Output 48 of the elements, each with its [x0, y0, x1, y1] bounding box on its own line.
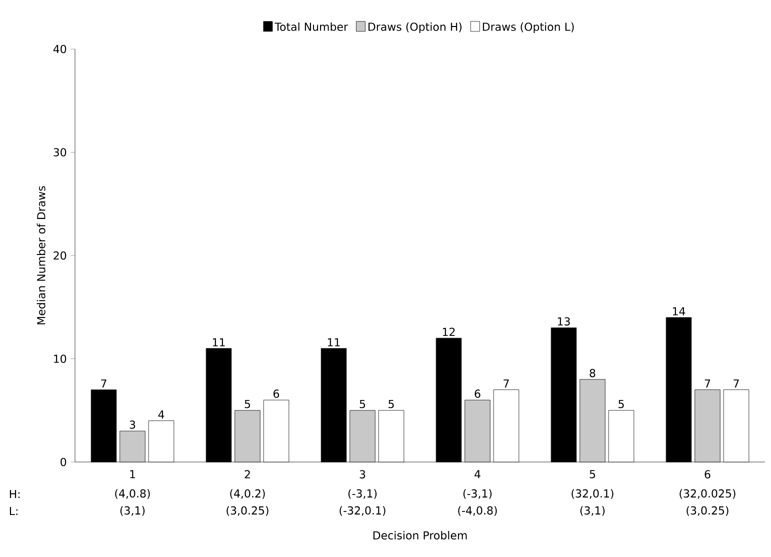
data-label: 6 [474, 390, 480, 398]
x-axis-title: Decision Problem [373, 530, 467, 540]
text: (4,0.2) [230, 489, 265, 499]
text: L: [10, 506, 18, 516]
data-label: 7 [504, 380, 509, 388]
data-label: 11 [328, 338, 340, 346]
data-label: 12 [442, 328, 455, 336]
x-tick-label: 1 [130, 470, 135, 478]
text: (32,0.025) [680, 489, 736, 499]
legend-label: Draws (Option L) [482, 22, 574, 34]
y-tick-label: 0 [60, 458, 66, 466]
text: (3,1) [120, 506, 145, 516]
x-tick-label: 3 [360, 470, 366, 478]
data-label: 11 [212, 338, 225, 346]
text: (-3,1) [348, 489, 377, 499]
y-tick-label: 10 [54, 354, 66, 363]
text: (32,0.1) [572, 489, 614, 499]
text: (3,0.25) [686, 506, 728, 516]
data-label: 7 [101, 380, 106, 388]
text: H: [10, 490, 20, 498]
text: (-3,1) [463, 489, 492, 499]
y-tick-label: 30 [54, 148, 66, 156]
text: (4,0.8) [115, 489, 150, 499]
data-label: 6 [274, 390, 280, 398]
y-axis-title: Median Number of Draws [36, 186, 46, 324]
legend-label: Draws (Option H) [368, 22, 462, 34]
data-label: 3 [130, 420, 136, 429]
x-tick-label: 5 [590, 470, 596, 478]
data-label: 7 [704, 380, 710, 388]
text: (-4,0.8) [458, 506, 497, 516]
x-tick-label: 2 [244, 470, 250, 478]
x-tick-label: 6 [704, 470, 710, 478]
data-label: 14 [672, 307, 686, 316]
data-label: 5 [244, 400, 250, 408]
data-label: 5 [388, 400, 394, 408]
data-label: 7 [734, 380, 739, 388]
data-label: 5 [360, 400, 366, 408]
text: (-32,0.1) [340, 506, 386, 516]
y-tick-label: 20 [54, 251, 66, 260]
data-label: 8 [590, 368, 596, 378]
data-label: 13 [558, 317, 570, 326]
x-tick-label: 4 [474, 470, 480, 478]
legend-label: Total Number [274, 22, 348, 31]
text: (3,0.25) [226, 506, 268, 516]
data-label: 4 [158, 410, 164, 418]
text: (3,1) [580, 506, 605, 516]
y-tick-label: 40 [53, 44, 66, 54]
data-label: 5 [618, 400, 624, 408]
